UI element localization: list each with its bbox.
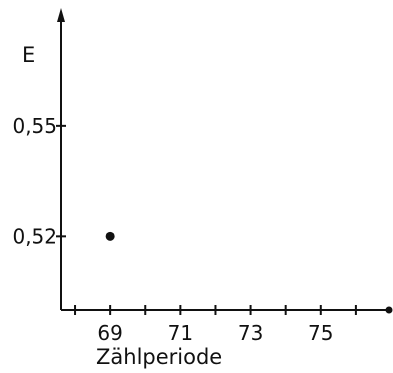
x-axis-ticks: 69 71 73 75: [74, 305, 357, 345]
x-axis-title: Zählperiode: [96, 345, 222, 369]
x-tick-label-2: 73: [238, 321, 263, 345]
x-tick-label-1: 71: [168, 321, 193, 345]
data-point-0-0: [105, 231, 115, 241]
x-tick-label-3: 75: [308, 321, 333, 345]
axes: [57, 8, 391, 311]
x-axis-end-dot: [385, 306, 393, 314]
y-axis-arrowhead: [57, 8, 65, 22]
data-points: [105, 231, 393, 314]
y-tick-label-0: 0,52: [12, 224, 57, 248]
y-axis-title: E: [22, 43, 35, 67]
y-axis-ticks: 0,52 0,55: [12, 114, 66, 248]
x-tick-label-0: 69: [97, 321, 122, 345]
y-tick-label-1: 0,55: [12, 114, 57, 138]
